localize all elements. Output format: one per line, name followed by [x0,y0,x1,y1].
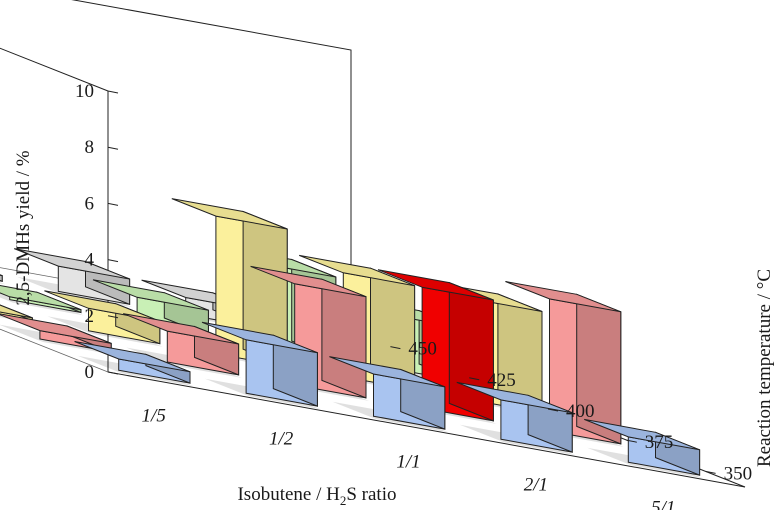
x-tick-label: 1/5 [142,406,166,427]
z-tick-label: 8 [85,137,95,158]
bar-top-face [299,254,415,287]
y-tick-label: 450 [408,339,437,360]
y-axis: 350 375 400 425 450 [390,339,753,484]
bar-top-face [92,279,209,311]
z-tick-label: 4 [85,250,95,271]
bar [0,274,6,285]
z-tick-label: 2 [85,306,95,327]
y-tick-mark [705,470,716,474]
x-axis-title-part2: S ratio [346,484,396,505]
bar-top-face [0,285,82,311]
bar-top-face [0,304,33,319]
x-tick-label: 2/1 [524,475,548,496]
bar-top-face [505,281,621,313]
bar-top-face [14,248,130,280]
x-axis-title-subscript: 2 [340,493,347,508]
x-tick-label: 1/2 [269,429,294,450]
bar-top-face [0,313,112,344]
bar-top-face [171,198,288,230]
bar-shadow [0,282,6,285]
bars-group [0,198,703,479]
bar [584,418,703,479]
x-axis-title-part1: Isobutene / H [237,484,340,505]
y-tick-mark [390,346,401,350]
z-tick-mark [107,315,119,319]
bar-side-face [0,274,3,283]
bar-top-face [329,356,445,388]
bar [456,381,576,456]
bar-top-face [0,274,3,277]
y-tick-label: 350 [724,463,753,484]
bar-top-face [377,269,494,301]
z-axis-title: 2,5-DMHs yield / % [13,150,34,305]
bar-top-face [123,313,239,345]
z-tick-mark [107,202,119,206]
bar-top-face [201,321,318,354]
bar-side-face [321,278,367,399]
bar [201,321,321,410]
z-tick-mark [107,371,119,375]
z-tick-mark [107,146,119,150]
y-tick-mark [469,377,480,381]
bar-top-face [74,341,191,373]
z-tick-mark [107,259,119,263]
y-tick-mark [626,439,637,443]
y-tick-label: 425 [487,370,516,391]
frame-back-wall [71,0,352,331]
x-tick-label: 1/1 [396,452,420,473]
z-axis: 0 2 4 6 8 10 [75,81,119,383]
y-tick-label: 400 [566,401,595,422]
bar [123,313,242,378]
x-axis: 1/5 1/2 1/1 2/1 5/1 [142,406,676,510]
bar [74,341,193,387]
frame-left-wall-top [0,47,109,92]
y-tick-mark [547,408,559,412]
bar [44,290,163,347]
bar-top-face [584,418,700,451]
y-axis-title: Reaction temperature / °C [754,269,775,467]
z-tick-mark [107,90,119,94]
z-tick-label: 10 [75,81,94,102]
bar-side-face [448,281,494,422]
bar-top-face [456,381,573,414]
z-tick-label: 0 [85,362,95,383]
x-tick-label: 5/1 [651,498,675,510]
bar-top-face [250,265,367,298]
x-axis-title: Isobutene / H2S ratio [237,484,396,508]
axis-titles: 2,5-DMHs yield / % Reaction temperature … [13,150,775,508]
y-tick-label: 375 [645,432,674,453]
bar [0,285,84,316]
bar [329,356,448,433]
z-tick-label: 6 [85,193,95,214]
